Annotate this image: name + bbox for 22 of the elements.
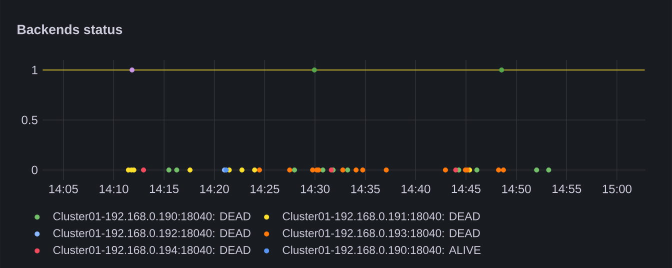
x-tick-label: 15:00 (602, 184, 632, 194)
y-tick-label: 1 (32, 66, 38, 74)
x-tick-label: 14:10 (100, 184, 128, 194)
x-tick-label: 14:15 (150, 184, 179, 194)
x-tick-label: 14:55 (552, 184, 582, 194)
legend-label: Cluster01-192.168.0.194:18040: DEAD (53, 246, 250, 254)
legend-label: Cluster01-192.168.0.190:18040: DEAD (53, 212, 250, 220)
x-tick-label: 14:50 (502, 184, 531, 194)
x-tick-label: 14:25 (250, 184, 280, 194)
x-tick-label: 14:20 (200, 184, 229, 194)
legend-label: Cluster01-192.168.0.193:18040: DEAD (282, 228, 480, 238)
x-tick-label: 14:05 (49, 184, 78, 194)
x-tick-label: 14:40 (402, 184, 430, 194)
legend-label: Cluster01-192.168.0.190:18040: ALIVE (282, 246, 481, 254)
y-tick-label: 0 (32, 166, 38, 174)
chart-title: Backends status (18, 24, 122, 34)
y-tick-label: 0.5 (22, 116, 38, 124)
legend-label: Cluster01-192.168.0.191:18040: DEAD (282, 212, 480, 220)
legend-label: Cluster01-192.168.0.192:18040: DEAD (53, 228, 250, 238)
x-tick-label: 14:45 (452, 184, 480, 194)
x-tick-label: 14:35 (351, 184, 380, 194)
x-tick-label: 14:30 (300, 184, 330, 194)
